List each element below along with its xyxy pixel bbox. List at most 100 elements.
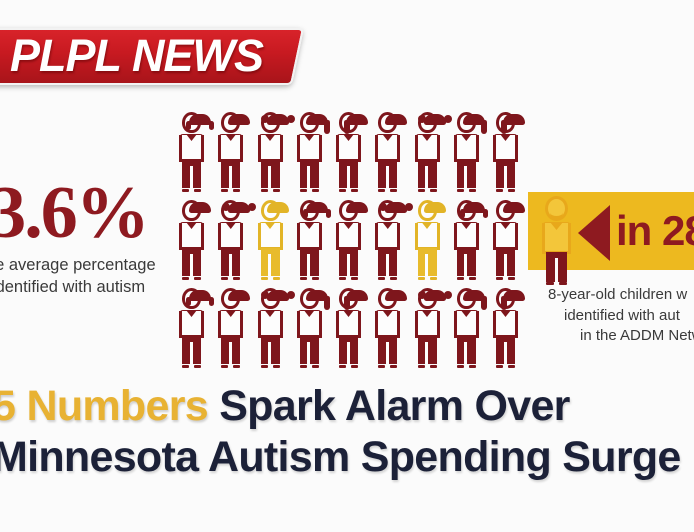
- person-head: [456, 200, 489, 221]
- person-torso: [218, 311, 244, 338]
- person-collar: [264, 134, 276, 141]
- badge-person-icon: [540, 196, 574, 286]
- person-feet: [221, 189, 241, 192]
- badge-person-legs: [546, 252, 567, 282]
- person-collar: [460, 134, 472, 141]
- person-collar: [264, 222, 276, 229]
- person-head: [496, 112, 525, 134]
- people-row: [177, 200, 525, 288]
- person-icon: [413, 288, 452, 370]
- person-hair: [500, 290, 525, 310]
- person-legs: [456, 160, 476, 188]
- person-feet: [496, 277, 515, 280]
- logo-word-primary: PLPL: [10, 29, 122, 81]
- person-icon: [413, 112, 452, 194]
- person-legs: [260, 336, 280, 364]
- person-feet: [182, 277, 201, 280]
- person-head: [299, 112, 331, 134]
- person-icon: [295, 288, 331, 370]
- person-feet: [260, 277, 280, 280]
- person-head: [299, 288, 331, 310]
- person-hair: [306, 290, 331, 310]
- left-statistic-block: 3.6% the average percentage identified w…: [0, 176, 171, 299]
- person-collar: [343, 134, 354, 141]
- person-collar: [500, 134, 511, 141]
- person-legs: [496, 336, 515, 364]
- person-collar: [186, 310, 197, 317]
- person-icon: [491, 112, 525, 194]
- headline: 5 Numbers Spark Alarm Over Minnesota Aut…: [0, 382, 694, 481]
- news-logo-text: PLPL NEWS: [0, 26, 312, 84]
- person-collar: [421, 310, 433, 317]
- person-hair: [227, 290, 250, 301]
- person-icon: [373, 200, 413, 282]
- person-legs: [378, 160, 398, 188]
- person-feet: [260, 189, 280, 192]
- person-head: [182, 200, 211, 221]
- person-hair: [463, 290, 488, 310]
- ratio-caption-line-3: in the ADDM Netw: [580, 327, 694, 345]
- person-collar: [343, 222, 354, 229]
- person-feet: [260, 365, 280, 368]
- person-legs: [417, 248, 437, 276]
- person-feet: [378, 277, 398, 280]
- person-head: [260, 112, 295, 133]
- person-collar: [343, 310, 354, 317]
- person-legs: [221, 248, 241, 276]
- person-head: [221, 288, 250, 309]
- person-feet: [456, 189, 476, 192]
- person-collar: [382, 310, 394, 317]
- person-feet: [378, 189, 398, 192]
- person-icon-highlighted: [256, 200, 289, 282]
- person-hair: [424, 202, 446, 213]
- person-icon: [177, 288, 214, 370]
- person-legs: [221, 160, 241, 188]
- person-hair: [384, 114, 407, 125]
- person-icon: [373, 288, 407, 370]
- person-feet: [182, 365, 201, 368]
- person-torso: [179, 311, 204, 338]
- people-row: [177, 288, 525, 376]
- person-feet: [417, 189, 437, 192]
- person-feet: [299, 277, 319, 280]
- left-pointing-triangle-icon: [578, 205, 610, 261]
- person-hair: [343, 114, 368, 134]
- person-collar: [303, 222, 315, 229]
- person-feet: [221, 277, 241, 280]
- person-icon: [177, 200, 211, 282]
- person-icon: [295, 112, 331, 194]
- person-legs: [496, 160, 515, 188]
- person-hair: [345, 202, 368, 213]
- person-icon: [216, 112, 250, 194]
- person-icon: [177, 112, 214, 194]
- headline-accent: 5 Numbers: [0, 382, 209, 430]
- person-icon: [334, 288, 368, 370]
- person-icon-highlighted: [413, 200, 446, 282]
- person-head: [221, 200, 256, 221]
- person-legs: [339, 160, 358, 188]
- person-legs: [182, 160, 201, 188]
- person-legs: [182, 336, 201, 364]
- person-feet: [378, 365, 398, 368]
- person-legs: [417, 160, 437, 188]
- person-head: [260, 288, 295, 309]
- person-legs: [221, 336, 241, 364]
- person-collar: [460, 222, 472, 229]
- person-hair: [343, 290, 368, 310]
- person-legs: [378, 248, 398, 276]
- person-legs: [339, 248, 358, 276]
- person-head: [339, 200, 368, 221]
- person-head: [182, 288, 214, 309]
- person-collar: [225, 222, 237, 229]
- person-icon: [334, 112, 368, 194]
- person-legs: [378, 336, 398, 364]
- person-collar: [186, 134, 197, 141]
- person-feet: [339, 365, 358, 368]
- ratio-caption-line-1: 8-year-old children w: [548, 286, 688, 303]
- person-collar: [264, 310, 276, 317]
- percentage-caption-line-1: the average percentage: [0, 256, 156, 275]
- person-collar: [382, 134, 394, 141]
- badge-person-smile: [550, 209, 563, 219]
- person-head: [417, 112, 452, 133]
